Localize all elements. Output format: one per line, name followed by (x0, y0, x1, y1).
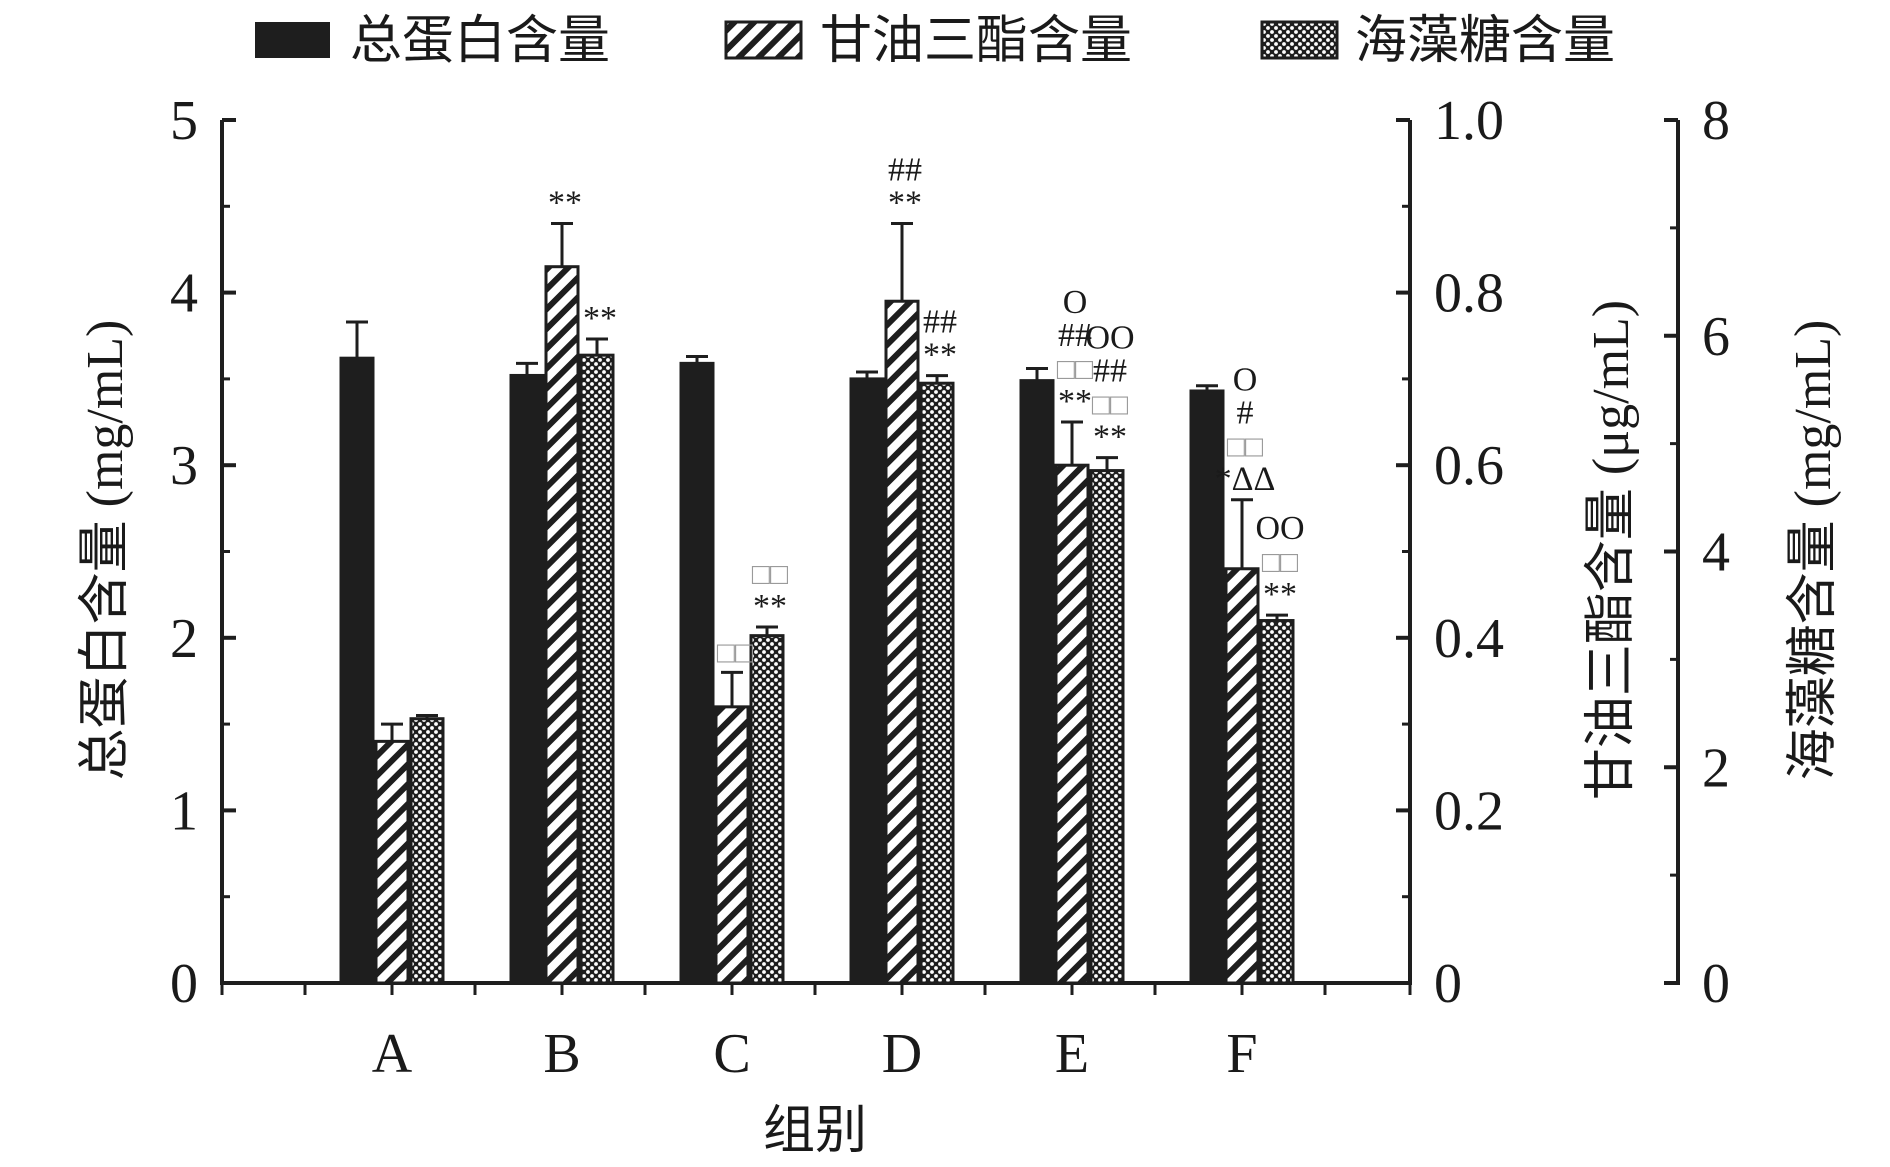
significance-mark: ## (1058, 317, 1092, 354)
right1-tick-label: 0.8 (1434, 263, 1504, 325)
bar (374, 739, 410, 985)
left-tick-label: 3 (170, 435, 198, 497)
bar (339, 356, 375, 985)
legend-label-total-protein: 总蛋白含量 (350, 13, 610, 70)
right1-tick-label: 1.0 (1434, 90, 1504, 152)
significance-mark: ** (548, 185, 582, 222)
bar (679, 361, 715, 985)
bar (509, 373, 545, 985)
significance-mark: ## (923, 304, 957, 341)
right1-tick-label: 0 (1434, 953, 1462, 1015)
bar (409, 717, 445, 985)
category-label: B (543, 1023, 580, 1085)
significance-mark: O (1063, 284, 1088, 321)
right1-tick-label: 0.6 (1434, 435, 1504, 497)
significance-mark: □□ (752, 558, 789, 591)
category-label: A (372, 1023, 413, 1085)
legend-swatch-trehalose (1260, 20, 1339, 60)
right1-tick-label: 0.4 (1434, 608, 1504, 670)
significance-mark: ** (583, 300, 617, 337)
significance-mark: # (1237, 395, 1254, 432)
left-axis-title: 总蛋白含量 (mg/mL) (77, 320, 134, 781)
right2-tick-label: 2 (1702, 737, 1730, 799)
bar (1054, 463, 1090, 985)
legend-swatch-total-protein (255, 22, 330, 58)
significance-mark: ## (1093, 353, 1127, 390)
significance-mark: □□ (1262, 546, 1299, 579)
bar (714, 705, 750, 985)
significance-mark: O (1233, 362, 1258, 399)
annotation-layer: ****□□□□**##**##**O##□□**OO##□□**O#□□*ΔΔ… (548, 152, 1305, 670)
tick-layer: 0 1 2 3 4 5 0 0.2 0.4 0.6 0.8 1.0 0 2 4 6 8 A B C D E F (170, 90, 1730, 1085)
left-tick-label: 5 (170, 90, 198, 152)
left-tick-label: 4 (170, 263, 198, 325)
significance-mark: ** (1093, 419, 1127, 456)
x-axis-title: 组别 (763, 1103, 867, 1160)
category-label: D (882, 1023, 922, 1085)
significance-mark: *ΔΔ (1215, 461, 1276, 498)
bar (1259, 619, 1295, 985)
right2-tick-label: 6 (1702, 306, 1730, 368)
left-tick-label: 0 (170, 953, 198, 1015)
significance-mark: □□ (1227, 431, 1264, 464)
bar (919, 381, 955, 985)
category-label: F (1226, 1023, 1257, 1085)
significance-mark: OO (1255, 510, 1304, 547)
right1-axis-title: 甘油三酯含量 (μg/mL) (1583, 300, 1640, 800)
bar (1224, 567, 1260, 985)
bar (1189, 389, 1225, 985)
bar (1089, 469, 1125, 985)
significance-mark: ** (753, 588, 787, 625)
legend-swatch-triglyceride (724, 20, 803, 60)
significance-mark: □□ (717, 636, 754, 669)
right2-tick-label: 8 (1702, 90, 1730, 152)
right2-axis-title: 海藻糖含量 (mg/mL) (1785, 320, 1842, 781)
right1-tick-label: 0.2 (1434, 780, 1504, 842)
legend-label-trehalose: 海藻糖含量 (1355, 13, 1615, 70)
significance-mark: ** (1058, 383, 1092, 420)
significance-mark: □□ (1057, 353, 1094, 386)
category-label: E (1055, 1023, 1089, 1085)
bar (544, 265, 580, 985)
significance-mark: ** (1263, 576, 1297, 613)
significance-mark: □□ (1092, 389, 1129, 422)
bar-layer (339, 222, 1295, 985)
significance-mark: ** (888, 185, 922, 222)
right2-tick-label: 4 (1702, 522, 1730, 584)
significance-mark: OO (1085, 320, 1134, 357)
bar (1019, 379, 1055, 985)
legend: 总蛋白含量 甘油三酯含量 海藻糖含量 (255, 13, 1615, 70)
bar (579, 353, 615, 985)
bar (849, 377, 885, 985)
legend-label-triglyceride: 甘油三酯含量 (820, 13, 1132, 70)
left-tick-label: 1 (170, 780, 198, 842)
significance-mark: ** (923, 337, 957, 374)
bar (749, 634, 785, 985)
significance-mark: ## (888, 152, 922, 189)
left-tick-label: 2 (170, 608, 198, 670)
category-label: C (713, 1023, 750, 1085)
bar (884, 299, 920, 985)
right2-tick-label: 0 (1702, 953, 1730, 1015)
